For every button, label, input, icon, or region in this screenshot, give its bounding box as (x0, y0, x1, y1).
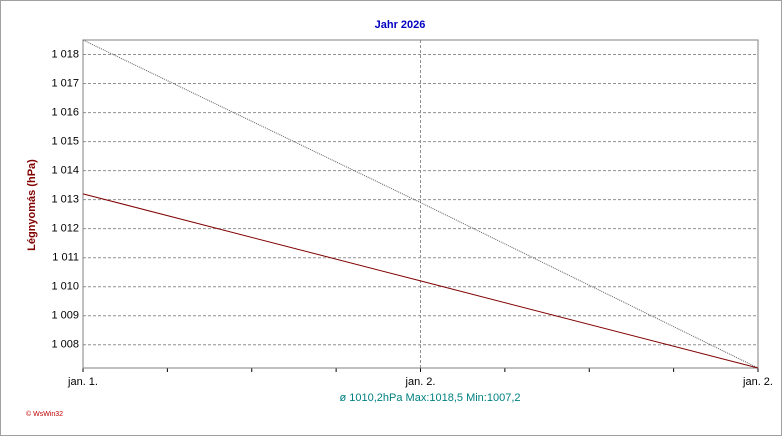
plot-area (83, 40, 758, 368)
y-tick-label: 1 008 (51, 339, 79, 351)
y-tick-label: 1 015 (51, 135, 79, 147)
credit: © WsWin32 (26, 410, 63, 418)
y-tick-label: 1 010 (51, 281, 79, 293)
x-tick-label: jan. 2. (405, 376, 436, 388)
y-tick-label: 1 011 (52, 252, 79, 264)
x-tick-label: jan. 1. (67, 376, 98, 388)
x-tick-label: jan. 2. (742, 376, 773, 388)
y-tick-label: 1 016 (51, 106, 79, 118)
y-tick-label: 1 013 (51, 194, 79, 206)
y-tick-label: 1 018 (51, 48, 79, 60)
line-series (82, 39, 759, 369)
y-axis-label: Légnyomás (hPa) (26, 159, 38, 251)
footer: ø 1010,2hPa Max:1018,5 Min:1007,2 (339, 392, 520, 404)
line-series (82, 193, 759, 369)
y-tick-label: 1 012 (51, 223, 79, 235)
y-tick-label: 1 017 (51, 77, 79, 89)
y-tick-label: 1 014 (51, 165, 79, 177)
chart-title: Jahr 2026 (375, 19, 426, 31)
plot-border (82, 39, 759, 369)
y-tick-label: 1 009 (51, 310, 79, 322)
